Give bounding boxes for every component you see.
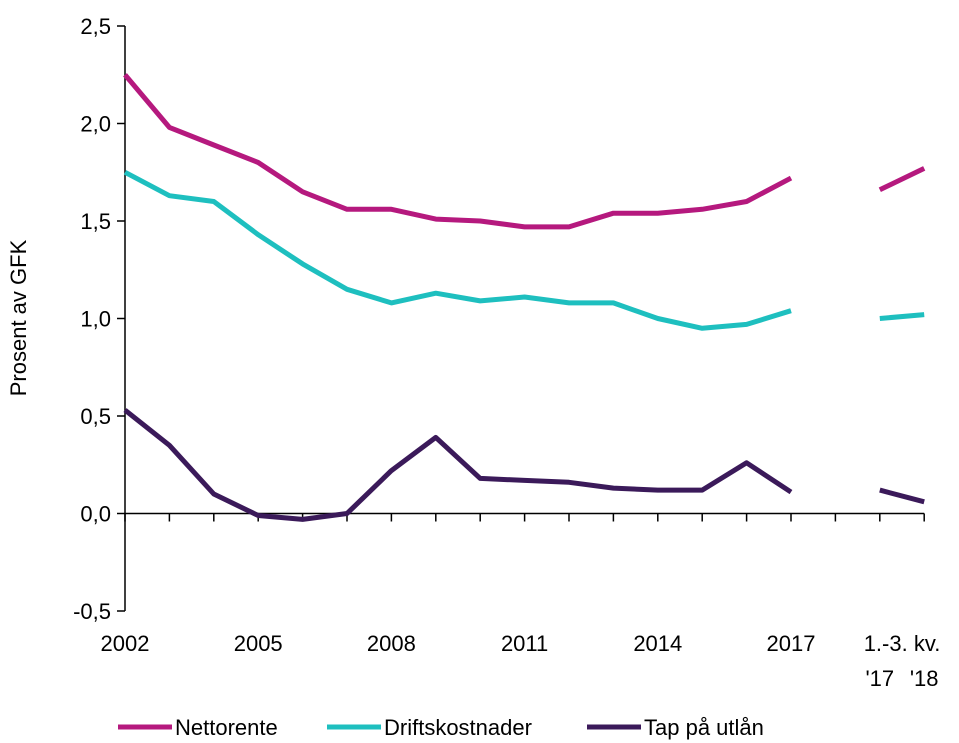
y-tick-label: 0,0 bbox=[80, 502, 111, 527]
legend-label: Driftskostnader bbox=[384, 715, 532, 740]
series-line-driftskostnader bbox=[879, 312, 925, 321]
series-line-nettorente bbox=[123, 73, 793, 230]
y-tick-label: 0,5 bbox=[80, 404, 111, 429]
legend: Nettorente Driftskostnader Tap på utlån bbox=[118, 715, 764, 740]
x-tick-label: 2014 bbox=[633, 631, 682, 656]
y-tick-label: 1,0 bbox=[80, 307, 111, 332]
axes bbox=[117, 25, 925, 612]
y-tick-labels: -0,5 0,0 0,5 1,0 1,5 2,0 2,5 bbox=[73, 14, 111, 624]
x-tick-sublabel: '17 bbox=[865, 666, 894, 691]
y-tick-label: 2,0 bbox=[80, 112, 111, 137]
y-axis-label: Prosent av GFK bbox=[6, 239, 31, 396]
x-tick-sublabel: '18 bbox=[910, 666, 939, 691]
x-tick-labels: 2002 2005 2008 2011 2014 2017 1.-3. kv. '17 '18 bbox=[101, 631, 941, 691]
legend-label: Nettorente bbox=[175, 715, 278, 740]
series-line-nettorente bbox=[878, 166, 926, 193]
y-tick-label: 2,5 bbox=[80, 14, 111, 39]
series-line-tap-p-utl-n bbox=[123, 408, 793, 522]
x-tick-label: 2005 bbox=[234, 631, 283, 656]
legend-label: Tap på utlån bbox=[644, 715, 764, 740]
y-tick-label: -0,5 bbox=[73, 599, 111, 624]
x-tick-label: 2017 bbox=[767, 631, 816, 656]
x-tick-label: 2011 bbox=[501, 631, 548, 656]
series-line-tap-p-utl-n bbox=[879, 487, 925, 505]
y-tick-label: 1,5 bbox=[80, 209, 111, 234]
x-tick-label: 1.-3. kv. bbox=[864, 631, 941, 656]
x-tick-label: 2002 bbox=[101, 631, 150, 656]
series-lines bbox=[123, 73, 926, 522]
x-tick-label: 2008 bbox=[367, 631, 416, 656]
series-line-driftskostnader bbox=[123, 170, 792, 331]
